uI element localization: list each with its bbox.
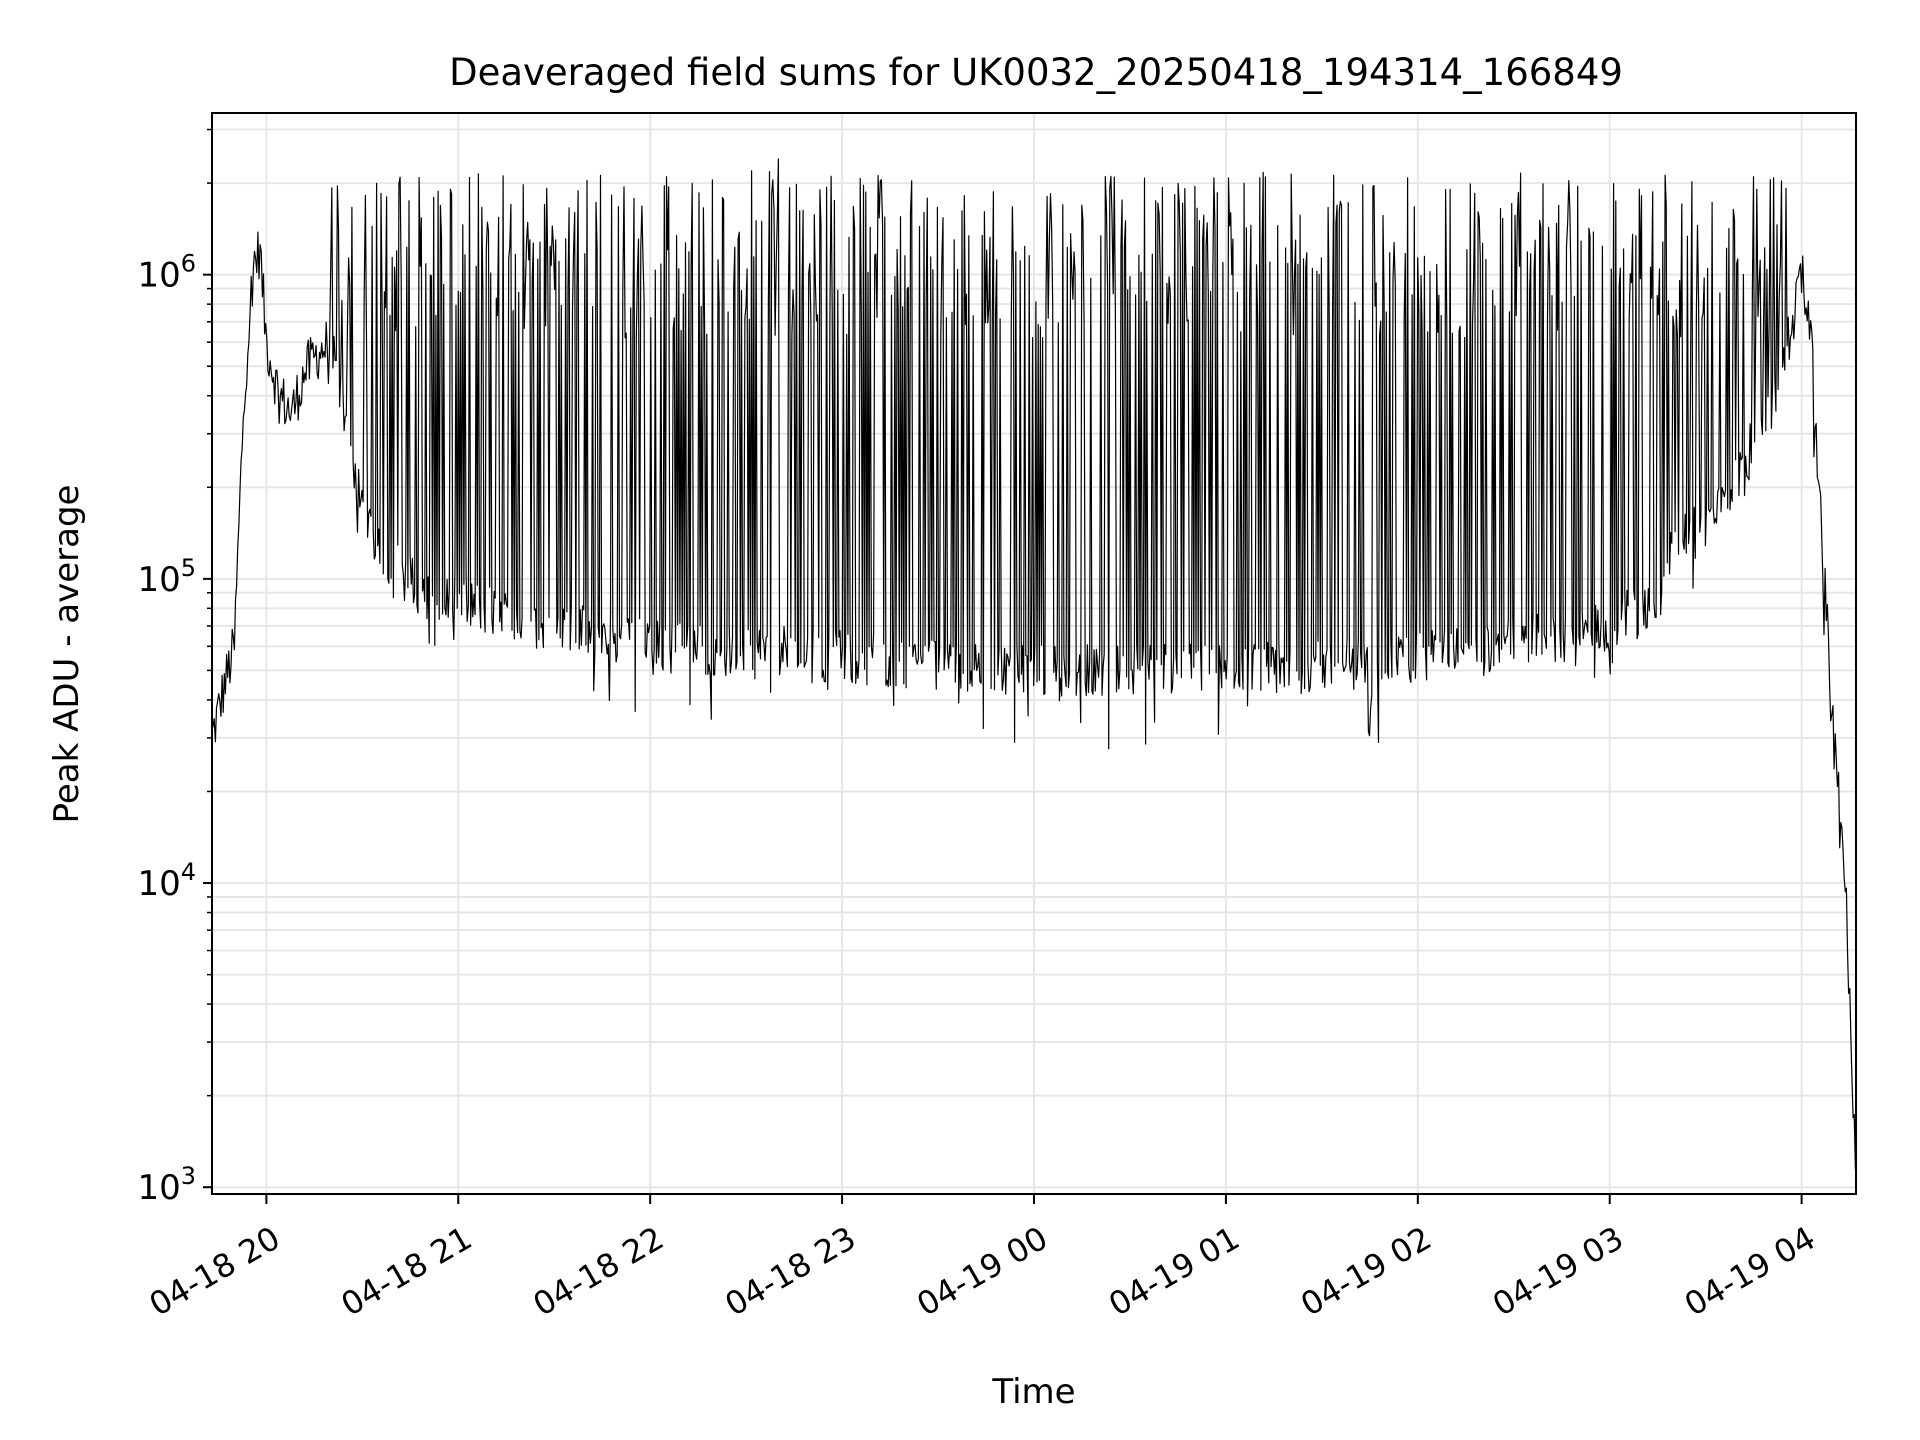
x-axis-label: Time — [991, 1372, 1075, 1412]
y-axis: 103 104 105 106 — [137, 128, 212, 1208]
chart-title: Deaveraged field sums for UK0032_2025041… — [449, 51, 1623, 94]
major-gridlines — [212, 113, 1856, 1194]
y-tick-label: 106 — [137, 250, 196, 296]
series-line — [211, 158, 1856, 1170]
y-axis-label: Peak ADU - average — [47, 485, 87, 824]
series-layer — [211, 158, 1856, 1170]
y-tick-label: 104 — [137, 858, 196, 904]
y-tick-label: 103 — [137, 1162, 196, 1208]
y-tick-label: 105 — [137, 554, 196, 600]
plot-area — [211, 112, 1857, 1195]
